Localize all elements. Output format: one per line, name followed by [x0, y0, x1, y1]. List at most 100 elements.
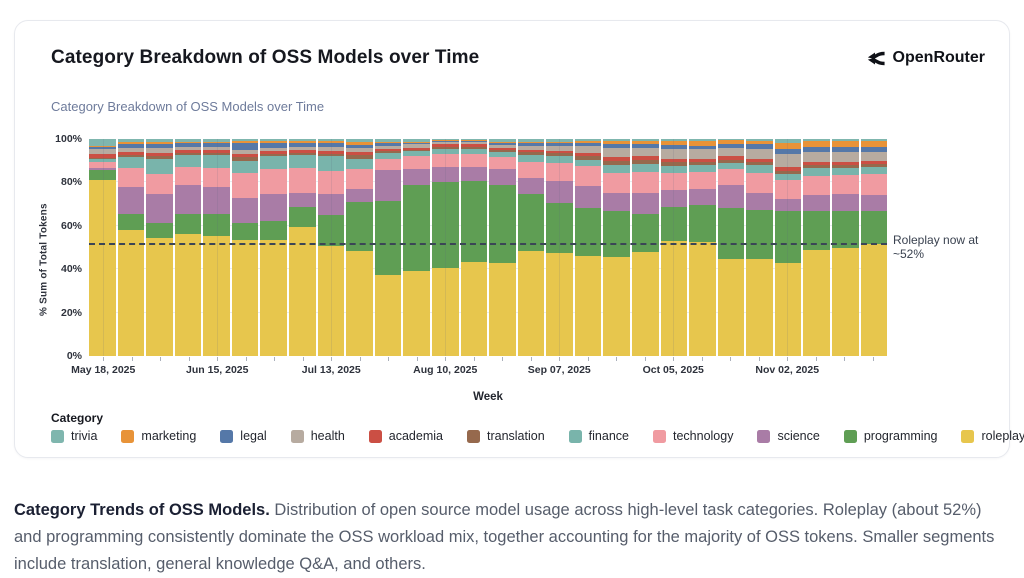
- segment-science[interactable]: [517, 178, 545, 195]
- segment-science[interactable]: [460, 167, 488, 182]
- bar-week-aug-10-2025[interactable]: [431, 139, 459, 356]
- bar-week-jun-08-2025[interactable]: [174, 139, 202, 356]
- bar-week-aug-17-2025[interactable]: [460, 139, 488, 356]
- segment-trivia[interactable]: [460, 139, 488, 141]
- segment-academia[interactable]: [546, 151, 573, 154]
- segment-academia[interactable]: [460, 144, 488, 147]
- segment-programming[interactable]: [89, 170, 116, 181]
- segment-health[interactable]: [403, 144, 430, 148]
- segment-science[interactable]: [603, 193, 630, 211]
- segment-roleplay[interactable]: [346, 250, 373, 356]
- segment-trivia[interactable]: [317, 139, 345, 142]
- segment-translation[interactable]: [203, 153, 230, 156]
- segment-roleplay[interactable]: [203, 235, 230, 356]
- segment-translation[interactable]: [174, 153, 202, 156]
- segment-translation[interactable]: [146, 156, 173, 159]
- segment-marketing[interactable]: [574, 141, 602, 144]
- bar-week-aug-03-2025[interactable]: [403, 139, 430, 356]
- segment-health[interactable]: [860, 152, 888, 161]
- segment-legal[interactable]: [660, 144, 688, 149]
- segment-technology[interactable]: [746, 172, 773, 194]
- segment-technology[interactable]: [517, 161, 545, 179]
- legend-item-roleplay[interactable]: roleplay: [961, 429, 1024, 443]
- segment-technology[interactable]: [660, 172, 688, 191]
- segment-roleplay[interactable]: [689, 242, 716, 356]
- legend-item-technology[interactable]: technology: [652, 429, 733, 443]
- segment-science[interactable]: [717, 184, 745, 209]
- segment-roleplay[interactable]: [174, 234, 202, 356]
- segment-finance[interactable]: [717, 162, 745, 170]
- segment-translation[interactable]: [603, 160, 630, 166]
- segment-academia[interactable]: [231, 154, 259, 158]
- segment-science[interactable]: [689, 188, 716, 206]
- segment-programming[interactable]: [546, 203, 573, 253]
- segment-roleplay[interactable]: [517, 250, 545, 356]
- segment-academia[interactable]: [746, 158, 773, 162]
- bar-week-sep-21-2025[interactable]: [603, 139, 630, 356]
- segment-translation[interactable]: [117, 155, 145, 158]
- segment-trivia[interactable]: [489, 139, 516, 143]
- segment-science[interactable]: [832, 194, 859, 211]
- segment-trivia[interactable]: [374, 139, 402, 143]
- segment-academia[interactable]: [89, 154, 116, 158]
- segment-academia[interactable]: [832, 161, 859, 166]
- segment-programming[interactable]: [289, 207, 316, 227]
- bar-week-may-25-2025[interactable]: [117, 139, 145, 356]
- segment-academia[interactable]: [631, 156, 659, 160]
- segment-roleplay[interactable]: [317, 246, 345, 356]
- segment-legal[interactable]: [231, 143, 259, 150]
- segment-science[interactable]: [574, 185, 602, 209]
- segment-marketing[interactable]: [260, 141, 288, 144]
- segment-legal[interactable]: [631, 144, 659, 148]
- segment-marketing[interactable]: [374, 142, 402, 144]
- bar-week-jul-27-2025[interactable]: [374, 139, 402, 356]
- segment-programming[interactable]: [774, 210, 802, 263]
- segment-science[interactable]: [174, 184, 202, 214]
- segment-translation[interactable]: [403, 149, 430, 151]
- segment-technology[interactable]: [631, 171, 659, 194]
- bar-week-nov-02-2025[interactable]: [774, 139, 802, 356]
- segment-finance[interactable]: [431, 148, 459, 155]
- segment-programming[interactable]: [146, 222, 173, 238]
- segment-trivia[interactable]: [431, 139, 459, 141]
- segment-programming[interactable]: [517, 194, 545, 251]
- segment-legal[interactable]: [489, 143, 516, 145]
- legend-item-health[interactable]: health: [290, 429, 345, 443]
- segment-legal[interactable]: [89, 146, 116, 149]
- legend-item-finance[interactable]: finance: [568, 429, 629, 443]
- segment-finance[interactable]: [460, 148, 488, 155]
- segment-roleplay[interactable]: [289, 226, 316, 356]
- segment-health[interactable]: [546, 145, 573, 151]
- segment-science[interactable]: [346, 188, 373, 202]
- bar-week-sep-14-2025[interactable]: [574, 139, 602, 356]
- segment-programming[interactable]: [260, 221, 288, 240]
- segment-health[interactable]: [203, 146, 230, 150]
- segment-legal[interactable]: [431, 141, 459, 143]
- segment-roleplay[interactable]: [546, 252, 573, 356]
- segment-health[interactable]: [717, 147, 745, 157]
- segment-programming[interactable]: [403, 184, 430, 272]
- segment-science[interactable]: [431, 167, 459, 183]
- segment-translation[interactable]: [574, 156, 602, 160]
- segment-technology[interactable]: [346, 169, 373, 189]
- segment-trivia[interactable]: [660, 139, 688, 142]
- segment-marketing[interactable]: [832, 141, 859, 147]
- segment-health[interactable]: [117, 147, 145, 153]
- segment-finance[interactable]: [660, 166, 688, 173]
- segment-academia[interactable]: [117, 152, 145, 156]
- segment-academia[interactable]: [203, 149, 230, 154]
- segment-technology[interactable]: [174, 167, 202, 185]
- segment-marketing[interactable]: [346, 142, 373, 145]
- segment-technology[interactable]: [774, 180, 802, 199]
- segment-technology[interactable]: [403, 156, 430, 170]
- segment-health[interactable]: [460, 142, 488, 145]
- segment-science[interactable]: [660, 190, 688, 208]
- segment-trivia[interactable]: [546, 139, 573, 143]
- bar-week-may-18-2025[interactable]: [89, 139, 116, 356]
- bar-week-jun-22-2025[interactable]: [231, 139, 259, 356]
- segment-translation[interactable]: [546, 153, 573, 157]
- segment-programming[interactable]: [346, 201, 373, 251]
- segment-technology[interactable]: [203, 168, 230, 187]
- segment-finance[interactable]: [603, 165, 630, 173]
- segment-roleplay[interactable]: [260, 239, 288, 356]
